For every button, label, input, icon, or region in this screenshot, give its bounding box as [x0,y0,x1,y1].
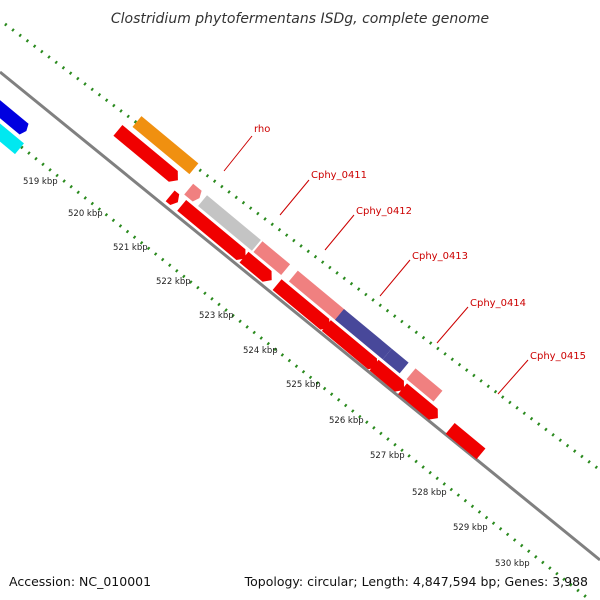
topology-text: Topology: circular; Length: 4,847,594 bp… [244,574,588,589]
gene-red-6[interactable] [369,359,409,396]
callout-line-cphy-0414 [436,306,469,344]
gene-pink-end[interactable] [406,368,443,402]
gene-cphy-0412[interactable] [198,195,261,251]
gene-small-red[interactable] [165,190,183,207]
gene-label-cphy-0411: Cphy_0411 [311,170,367,181]
kbp-label: 525 kbp [286,380,321,390]
outer-dotted-track [4,22,600,472]
kbp-label: 522 kbp [156,277,191,287]
map-title: Clostridium phytofermentans ISDg, comple… [111,11,489,27]
gene-cphy-0411[interactable] [184,183,204,204]
kbp-label: 528 kbp [412,488,447,498]
kbp-label: 526 kbp [329,416,364,426]
callout-line-cphy-0413 [379,259,411,297]
kbp-label: 527 kbp [370,451,405,461]
gene-red-8[interactable] [445,422,486,460]
callout-line-cphy-0415 [497,359,529,395]
inner-dotted-track [0,128,591,600]
gene-cyan-1[interactable] [0,113,24,155]
kbp-label: 521 kbp [113,243,148,253]
gene-label-cphy-0415: Cphy_0415 [530,351,586,362]
gene-red-2[interactable] [177,200,250,264]
callout-line-cphy-0411 [279,179,310,216]
gene-features [0,96,486,460]
gene-navy-2[interactable] [382,348,409,374]
kbp-label: 519 kbp [23,177,58,187]
gene-cphy-0415[interactable] [335,308,392,360]
gene-label-cphy-0412: Cphy_0412 [356,206,412,217]
gene-red-4[interactable] [272,279,334,333]
gene-label-rho: rho [254,124,270,135]
gene-red-1[interactable] [113,124,182,186]
kbp-label: 530 kbp [495,559,530,569]
kbp-label: 520 kbp [68,209,103,219]
accession-text: Accession: NC_010001 [9,574,151,589]
kbp-label: 524 kbp [243,346,278,356]
callout-line-rho [223,135,253,172]
callout-line-cphy-0412 [324,214,355,251]
gene-red-3[interactable] [239,251,277,286]
genome-backbone [0,70,600,562]
kbp-label: 523 kbp [199,311,234,321]
gene-label-cphy-0414: Cphy_0414 [470,298,526,309]
gene-label-cphy-0413: Cphy_0413 [412,251,468,262]
gene-cphy-0413[interactable] [253,241,291,276]
gene-cphy-0414[interactable] [288,270,347,322]
gene-blue-3[interactable] [0,96,31,136]
gene-red-7[interactable] [398,383,442,423]
gene-rho[interactable] [132,116,199,175]
kbp-label: 529 kbp [453,523,488,533]
gene-red-5[interactable] [321,320,382,373]
